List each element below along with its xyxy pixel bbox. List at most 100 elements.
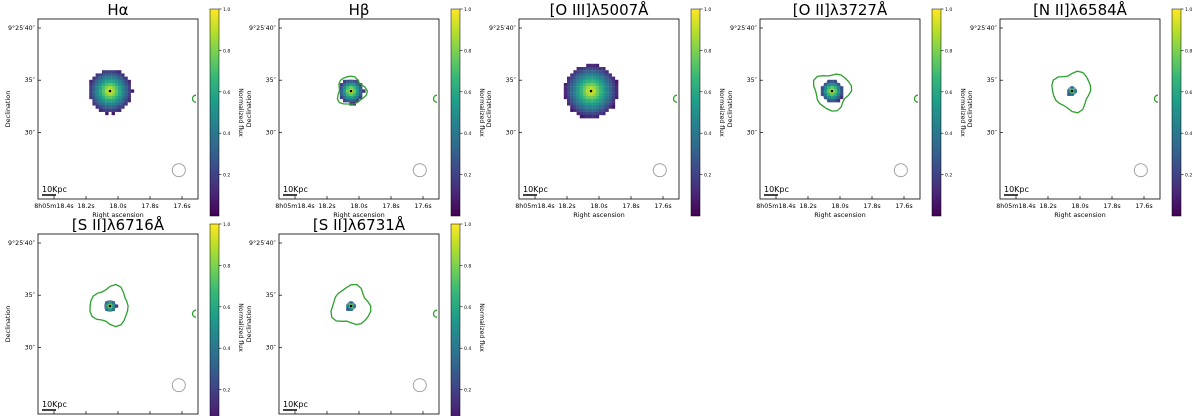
beam-marker: [893, 163, 908, 178]
axes-background: [1000, 19, 1160, 199]
x-axis-label: Right ascension: [1054, 211, 1106, 219]
flux-pixel: [602, 89, 606, 93]
flux-pixel: [586, 79, 590, 84]
flux-pixel: [349, 95, 353, 100]
flux-pixel: [608, 95, 612, 100]
flux-pixel: [102, 108, 106, 112]
flux-pixel: [608, 73, 612, 77]
iso-level: [1068, 87, 1076, 95]
flux-pixel: [349, 83, 353, 87]
flux-pixel: [589, 86, 593, 90]
flux-pixel: [118, 99, 122, 103]
colorbar-tick-label: 0.8: [464, 263, 471, 269]
flux-pixel: [599, 67, 603, 71]
y-tick-label: 9°25′40″: [249, 24, 277, 32]
flux-pixel: [595, 89, 600, 93]
flux-pixel: [608, 105, 612, 109]
flux-pixel: [836, 83, 841, 87]
y-tick-label: 30″: [987, 129, 998, 136]
flux-pixel: [595, 63, 600, 68]
flux-pixel: [602, 67, 606, 71]
flux-pixel: [114, 105, 119, 109]
panel-title: Hα: [107, 1, 128, 19]
x-tick-label: 17.8s: [141, 203, 158, 210]
flux-pixel: [579, 111, 584, 116]
x-tick-label: 8h05m18.4s: [275, 203, 314, 210]
iso-level: [346, 301, 356, 311]
flux-pixel: [579, 89, 584, 93]
flux-pixel: [114, 70, 119, 74]
flux-pixel: [595, 76, 600, 80]
flux-pixel: [111, 79, 115, 84]
colorbar-tick-label: 0.4: [945, 131, 952, 137]
iso-level: [823, 82, 841, 100]
flux-pixel: [589, 83, 593, 87]
flux-pixel: [570, 73, 574, 77]
flux-pixel: [589, 92, 593, 96]
flux-pixel: [130, 89, 135, 93]
flux-pixel: [586, 76, 590, 80]
colorbar-tick-label: 1.0: [464, 222, 471, 228]
flux-pixel: [121, 102, 125, 106]
panel-title: [S II]λ6716Å: [72, 215, 165, 234]
flux-pixel: [592, 86, 596, 90]
iso-level: [347, 302, 355, 310]
iso-level: [104, 300, 116, 312]
flux-pixel: [576, 111, 580, 116]
flux-pixel: [346, 89, 350, 93]
flux-pixel: [573, 76, 577, 80]
flux-pixel: [589, 102, 593, 106]
flux-pixel: [583, 115, 587, 119]
flux-pixel: [599, 70, 603, 74]
flux-pixel: [95, 83, 99, 87]
flux-pixel: [352, 92, 356, 96]
iso-level: [1069, 88, 1075, 94]
flux-pixel: [567, 86, 571, 90]
colorbar-tick-label: 1.0: [464, 7, 471, 13]
flux-pixel: [602, 83, 606, 87]
flux-pixel: [89, 95, 93, 100]
flux-pixel: [102, 76, 106, 80]
flux-pixel: [118, 70, 122, 74]
x-tick-label: 18.2s: [318, 203, 335, 210]
flux-pixel: [592, 89, 596, 93]
colorbar-tick-label: 0.2: [223, 173, 230, 179]
scalebar-label: 10Kpc: [764, 185, 789, 194]
flux-pixel: [586, 102, 590, 106]
flux-pixel: [124, 76, 128, 80]
flux-pixel: [586, 83, 590, 87]
flux-pixel: [840, 95, 844, 100]
peak-marker: [108, 304, 112, 308]
flux-pixel: [98, 95, 103, 100]
flux-pixel: [602, 111, 606, 116]
x-axis-label: Right ascension: [333, 211, 385, 219]
flux-pixel: [592, 83, 596, 87]
flux-pixel: [830, 99, 834, 103]
flux-pixel: [121, 73, 125, 77]
flux-pixel: [355, 99, 360, 103]
flux-pixel: [573, 108, 577, 112]
flux-pixel: [102, 83, 106, 87]
flux-pixel: [615, 86, 619, 90]
flux-pixel: [615, 92, 619, 96]
panel-6: [S II]λ6716Å10Kpc8h05m18.4s18.2s18.0s17.…: [4, 215, 244, 416]
y-tick-label: 35″: [506, 77, 517, 84]
flux-pixel: [605, 108, 609, 112]
colorbar-label: Normalized flux: [478, 303, 485, 352]
beam-marker: [1133, 163, 1148, 178]
panel-7: [S II]λ6731Å10Kpc8h05m18.4s18.2s18.0s17.…: [245, 215, 485, 416]
flux-pixel: [102, 92, 106, 96]
flux-pixel: [105, 111, 109, 116]
flux-pixel: [567, 79, 571, 84]
flux-pixel: [602, 86, 606, 90]
iso-level: [90, 71, 130, 111]
flux-pixel: [359, 95, 363, 100]
flux-pixel: [592, 99, 596, 103]
y-tick-label: 30″: [266, 129, 277, 136]
flux-pixel: [595, 70, 600, 74]
colorbar-tick-label: 0.2: [1185, 173, 1192, 179]
iso-level: [824, 83, 840, 99]
flux-pixel: [589, 95, 593, 100]
iso-level: [578, 78, 604, 104]
flux-pixel: [102, 95, 106, 100]
